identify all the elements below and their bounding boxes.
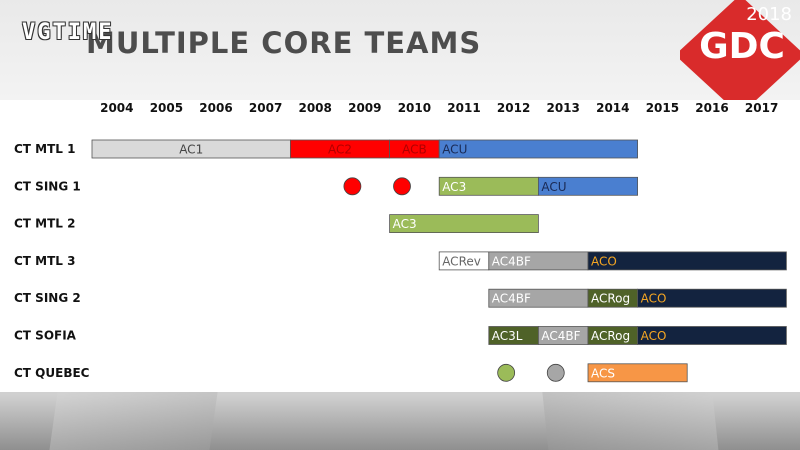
year-label: 2011 (447, 101, 480, 115)
year-label: 2007 (249, 101, 282, 115)
bar-label: ACRev (442, 254, 481, 268)
bar-label: AC3L (492, 329, 523, 343)
year-label: 2013 (546, 101, 579, 115)
bar-label: ACO (591, 254, 617, 268)
year-label: 2009 (348, 101, 381, 115)
milestone-dot (393, 177, 411, 196)
year-label: 2016 (695, 101, 728, 115)
gdc-logo: 2018 GDC (680, 0, 800, 100)
year-label: 2008 (298, 101, 331, 115)
milestone-dot (497, 363, 516, 382)
timeline-bar (389, 214, 539, 233)
gdc-logo-text: GDC (699, 26, 785, 67)
year-label: 2010 (398, 101, 431, 115)
timeline-bar (637, 288, 787, 308)
timeline-bar (587, 363, 688, 383)
bar-label: AC4BF (492, 292, 531, 306)
bar-label: AC4BF (541, 329, 580, 343)
timeline-bar (637, 326, 787, 345)
year-label: 2005 (150, 101, 183, 115)
year-label: 2017 (745, 101, 778, 115)
timeline-bar (538, 176, 639, 196)
slide-title: MULTIPLE CORE TEAMS (86, 26, 482, 60)
row-label: CT SOFIA (14, 329, 77, 343)
bar-label: ACU (442, 143, 467, 157)
timeline-panel: 2004 2005 2006 2007 2008 2009 2010 2011 2012 2013… (0, 100, 800, 392)
bar-label: AC3 (442, 180, 466, 194)
year-label: 2012 (497, 101, 530, 115)
bar-label: ACB (402, 143, 427, 157)
timeline-bar (438, 139, 639, 159)
milestone-dot (343, 177, 362, 196)
watermark-logo: VGTIME (22, 20, 114, 45)
gdc-logo-year: 2018 (746, 4, 792, 25)
milestone-dot (546, 363, 565, 382)
bar-label: AC1 (179, 143, 203, 157)
year-label: 2014 (596, 101, 629, 115)
row-label: CT MTL 2 (14, 217, 75, 231)
row-label: CT MTL 1 (14, 142, 75, 156)
bar-label: AC3 (393, 217, 417, 231)
bar-label: ACO (641, 329, 667, 343)
bar-label: ACRog (591, 329, 630, 343)
year-label: 2004 (100, 101, 133, 115)
bar-label: ACRog (591, 292, 630, 306)
bar-label: AC2 (328, 143, 352, 157)
bar-label: ACO (641, 292, 667, 306)
timeline-bar (587, 251, 787, 271)
gdc-logo-diamond (680, 0, 800, 100)
timeline-chart: 2004 2005 2006 2007 2008 2009 2010 2011 2012 2013… (14, 101, 787, 383)
row-label: CT SING 2 (14, 291, 81, 305)
row-label: CT QUEBEC (14, 366, 90, 380)
bar-label: ACS (591, 366, 615, 380)
bar-label: ACU (541, 180, 566, 194)
row-label: CT SING 1 (14, 179, 81, 193)
year-label: 2006 (199, 101, 232, 115)
year-label: 2015 (646, 101, 679, 115)
row-label: CT MTL 3 (14, 254, 75, 268)
bar-label: AC4BF (492, 254, 531, 268)
